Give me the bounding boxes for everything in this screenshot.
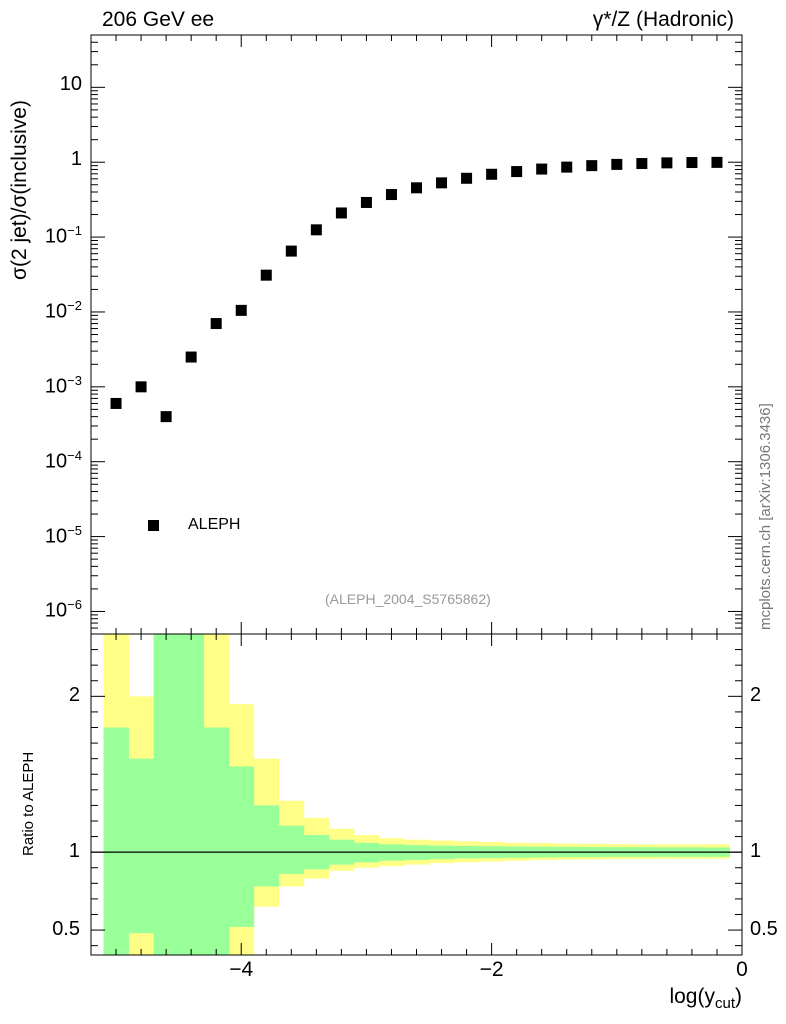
ratio-y-tick-label-left: 2 — [68, 684, 80, 707]
data-point-aleph — [686, 157, 698, 169]
main-y-tick-label: 10 — [59, 73, 82, 96]
analysis-annotation: (ALEPH_2004_S5765862) — [325, 591, 491, 607]
x-axis-label: log(ycut) — [669, 985, 742, 1013]
ratio-y-tick-label-right: 2 — [750, 684, 762, 707]
ratio-y-tick-label-left: 0.5 — [52, 918, 80, 941]
ratio-y-tick-label-right: 0.5 — [750, 918, 778, 941]
header-left-label: 206 GeV ee — [102, 8, 215, 31]
data-point-aleph — [711, 156, 723, 168]
main-y-tick-label: 10−6 — [44, 597, 82, 623]
main-y-tick-label: 10−4 — [44, 447, 82, 473]
ratio-band-stat-bin — [178, 634, 205, 955]
ratio-band-stat-bin — [153, 634, 180, 955]
main-data-points — [110, 156, 723, 423]
data-point-aleph — [310, 224, 322, 236]
ratio-y-tick-label-left: 1 — [68, 840, 80, 863]
ratio-y-axis-label: Ratio to ALEPH — [20, 751, 37, 856]
data-point-aleph — [335, 207, 347, 219]
data-point-aleph — [411, 182, 422, 194]
main-y-tick-label: 10−1 — [44, 223, 82, 248]
data-point-aleph — [461, 172, 473, 184]
data-point-aleph — [486, 168, 498, 180]
ratio-band-stat-bin — [253, 805, 280, 887]
ratio-y-tick-label-right: 1 — [750, 840, 762, 863]
data-point-aleph — [586, 160, 598, 172]
data-point-aleph — [185, 351, 197, 363]
data-point-aleph — [110, 397, 122, 409]
data-point-aleph — [611, 158, 623, 170]
data-point-aleph — [661, 157, 673, 169]
data-point-aleph — [561, 161, 573, 173]
ratio-uncertainty-bands — [103, 634, 730, 955]
data-point-aleph — [511, 166, 523, 178]
data-point-aleph — [210, 318, 222, 330]
data-point-aleph — [235, 304, 247, 316]
x-tick-label: −4 — [229, 958, 254, 981]
legend-marker-aleph — [148, 520, 159, 531]
data-point-aleph — [285, 245, 297, 257]
ratio-band-stat-bin — [103, 727, 129, 955]
main-y-tick-label: 10−3 — [44, 372, 82, 398]
x-tick-label: −2 — [479, 958, 504, 981]
main-y-tick-label: 10−2 — [44, 297, 82, 323]
legend-label-aleph: ALEPH — [188, 516, 241, 533]
data-point-aleph — [385, 189, 397, 201]
data-point-aleph — [360, 196, 372, 208]
main-y-tick-label: 10−5 — [44, 522, 82, 548]
watermark: mcplots.cern.ch [arXiv:1306.3436] — [757, 403, 774, 630]
data-point-aleph — [135, 381, 147, 393]
ratio-band-stat-bin — [128, 758, 154, 934]
header-right-label: γ*/Z (Hadronic) — [592, 8, 734, 31]
data-point-aleph — [536, 163, 548, 175]
x-tick-label: 0 — [736, 958, 748, 981]
ratio-band-stat-bin — [203, 727, 230, 955]
ratio-band-stat-bin — [278, 825, 305, 874]
main-y-tick-label: 1 — [70, 148, 82, 171]
data-point-aleph — [260, 269, 272, 281]
legend — [148, 520, 159, 531]
ratio-band-stat-bin — [228, 766, 255, 927]
data-point-aleph — [160, 411, 172, 423]
main-frame — [90, 34, 743, 635]
data-point-aleph — [636, 158, 648, 170]
main-y-axis-label: σ(2 jet)/σ(inclusive) — [8, 100, 31, 280]
axis-ticks — [90, 34, 743, 955]
data-point-aleph — [436, 177, 448, 189]
